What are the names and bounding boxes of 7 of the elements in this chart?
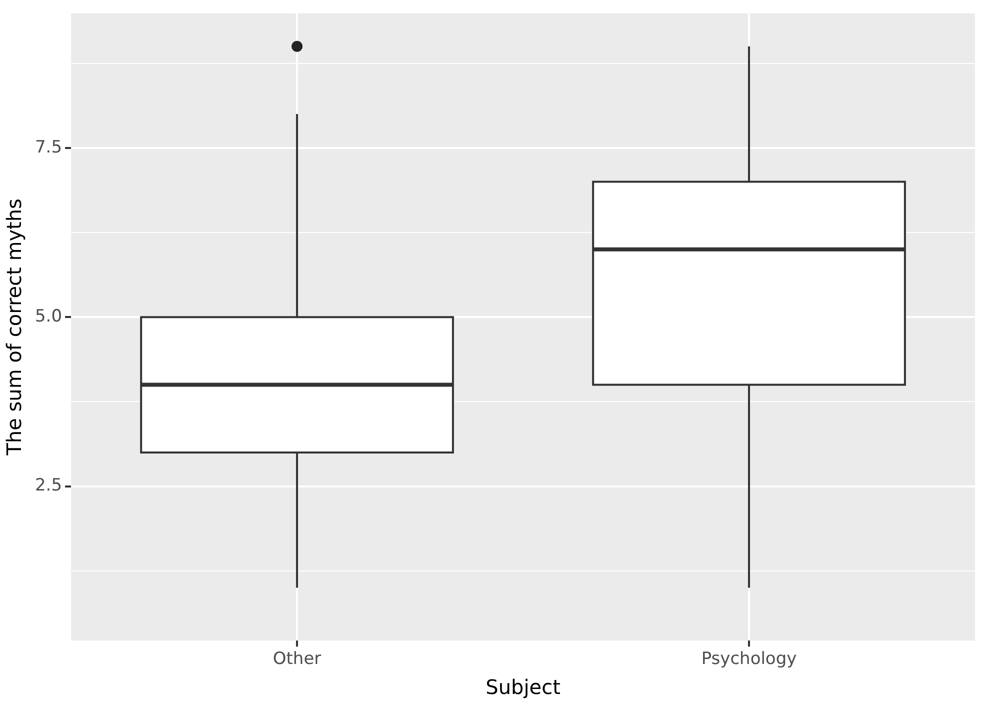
y-tick-label: 5.0 [34,306,62,327]
x-axis-title: Subject [486,675,561,700]
y-axis-title: The sum of correct myths [2,198,26,456]
x-tick-label: Psychology [701,649,797,670]
x-tick-label: Other [272,649,322,670]
y-tick-label: 2.5 [34,476,62,496]
y-tick-label: 7.5 [34,137,62,158]
